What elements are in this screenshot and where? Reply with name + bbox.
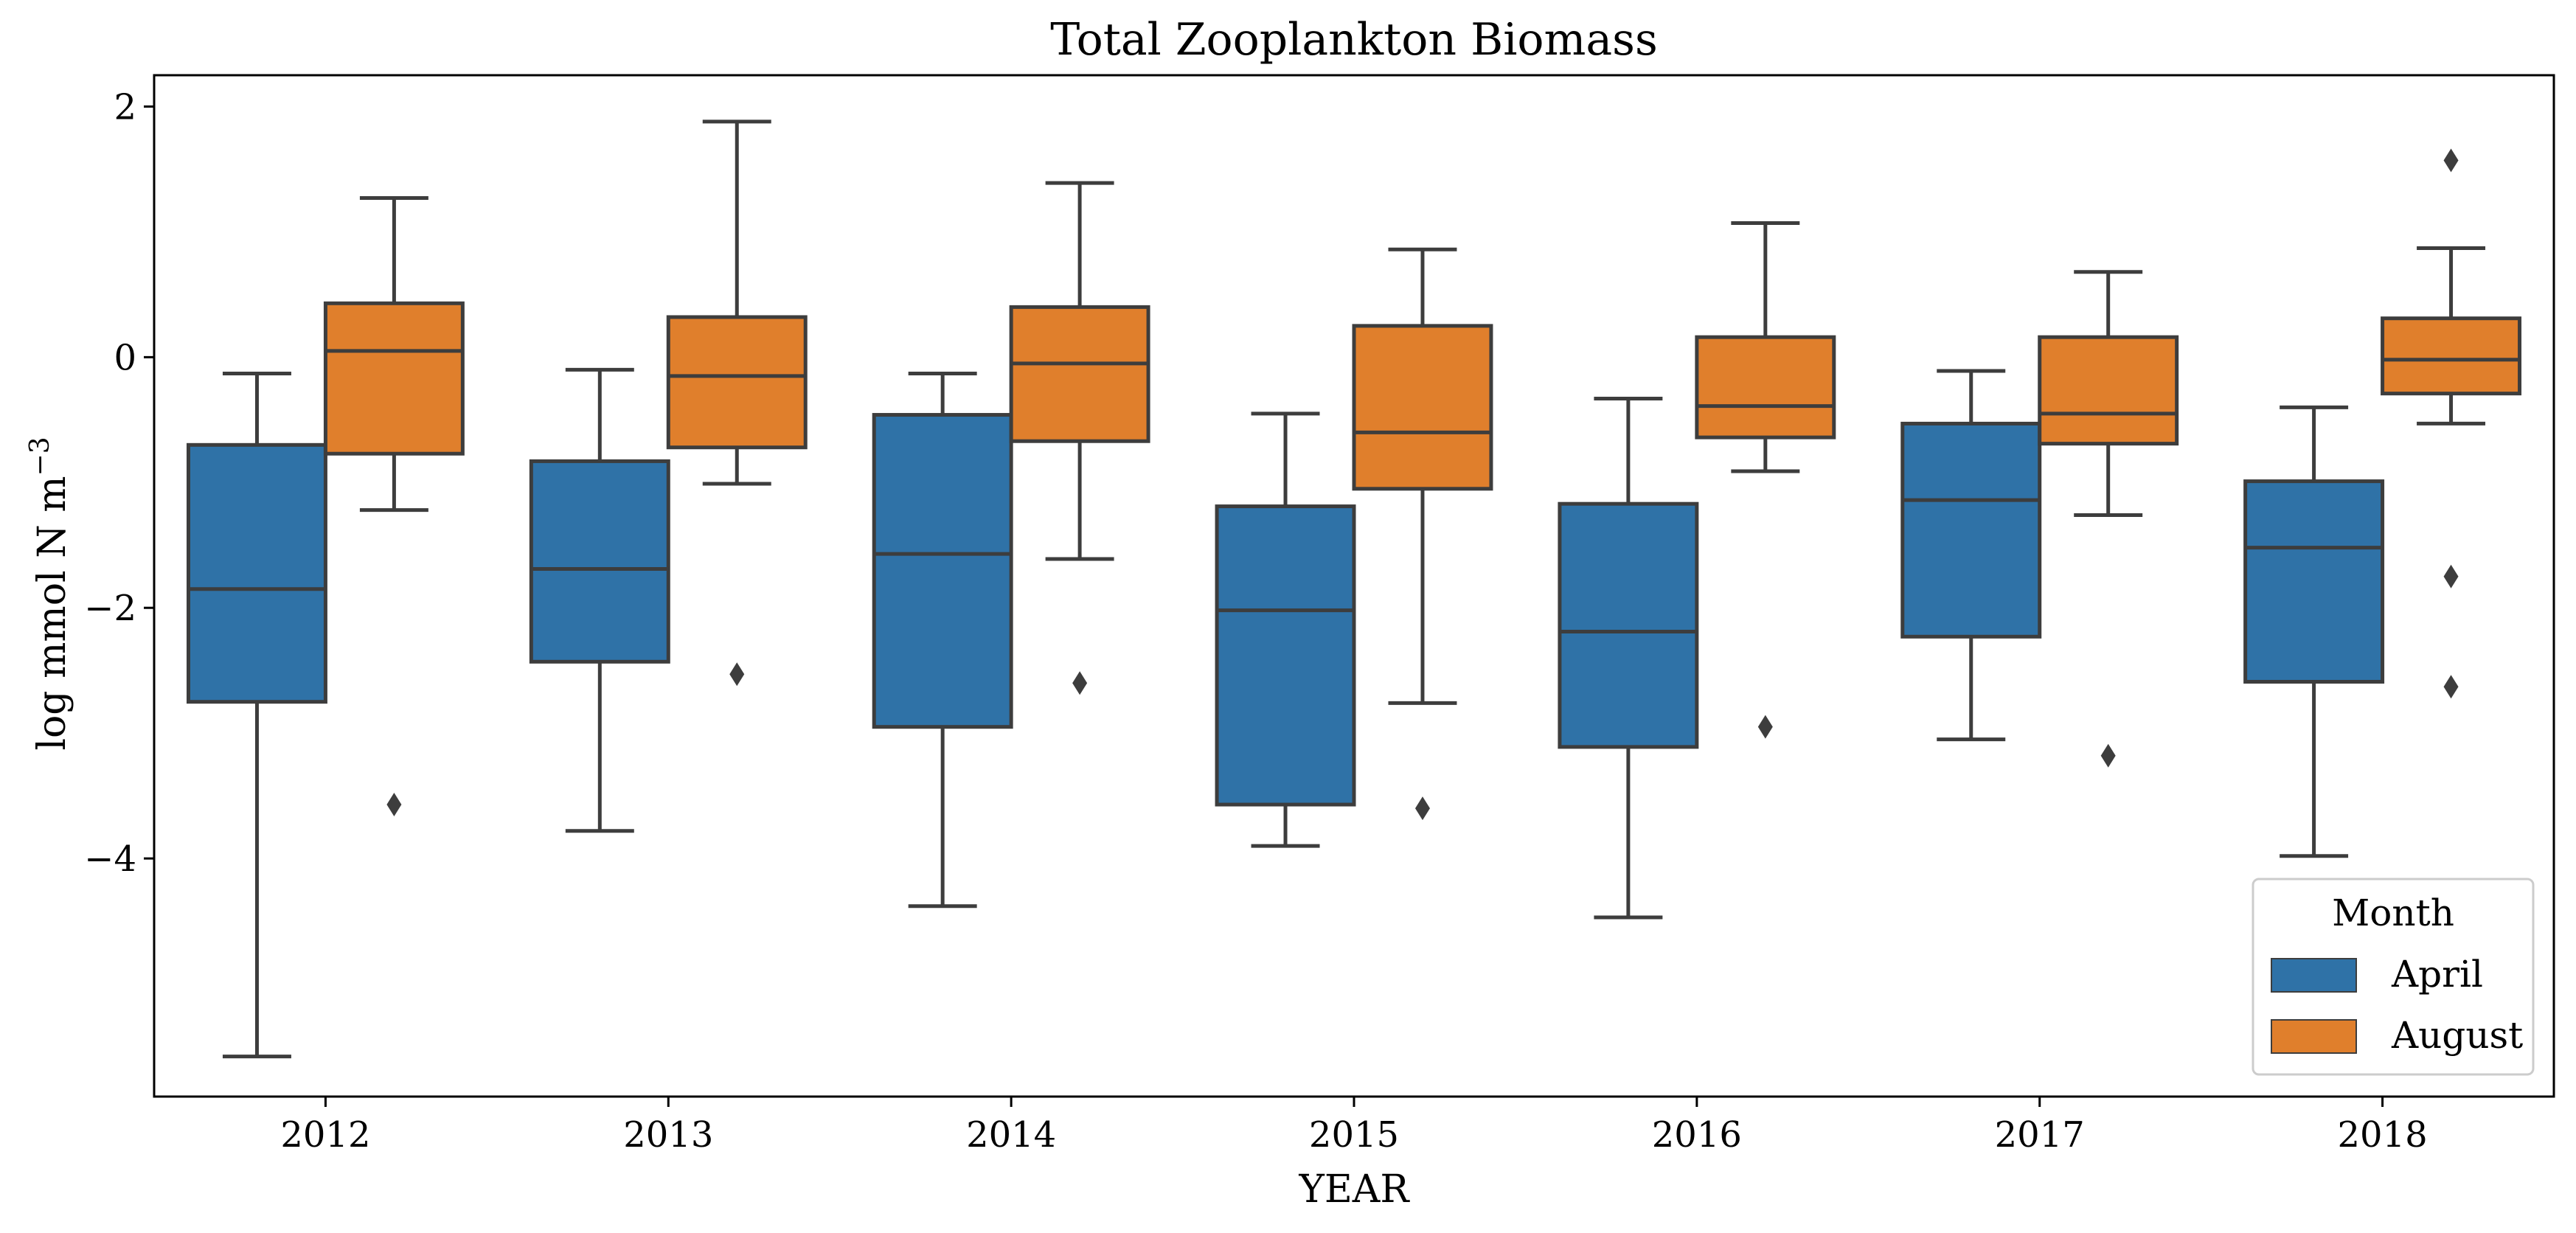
box-body xyxy=(872,413,1013,729)
legend-title: Month xyxy=(2332,892,2454,934)
box-body xyxy=(1009,305,1150,443)
box-body xyxy=(1695,335,1836,440)
x-tick-label: 2017 xyxy=(1995,1114,2085,1156)
outlier-marker xyxy=(729,662,745,687)
box-april-2018 xyxy=(2243,405,2385,858)
x-tick-label: 2012 xyxy=(280,1114,370,1156)
legend-swatch-august xyxy=(2271,1019,2357,1054)
plot-area xyxy=(186,119,2522,1059)
series-april xyxy=(186,367,2385,1059)
box-august-2016 xyxy=(1695,221,1836,739)
box-april-2016 xyxy=(1558,396,1699,920)
box-august-2012 xyxy=(323,196,465,817)
box-body xyxy=(1215,504,1356,807)
x-tick-label: 2014 xyxy=(966,1114,1056,1156)
y-tick-label: −2 xyxy=(84,588,136,629)
box-body xyxy=(1900,421,2042,639)
y-tick-label: 0 xyxy=(114,337,136,378)
x-tick-label: 2018 xyxy=(2337,1114,2427,1156)
y-axis-label-superscript: −3 xyxy=(25,437,55,476)
y-axis-label-main: log mmol N m xyxy=(30,476,74,750)
box-august-2018 xyxy=(2381,148,2522,699)
y-axis-label: log mmol N m−3 xyxy=(25,437,74,750)
box-april-2012 xyxy=(186,371,327,1059)
outlier-marker xyxy=(2443,148,2459,173)
box-body xyxy=(2038,335,2179,446)
box-april-2013 xyxy=(529,367,670,833)
box-body xyxy=(2243,479,2385,684)
outlier-marker xyxy=(1072,671,1088,695)
box-body xyxy=(529,459,670,664)
box-april-2017 xyxy=(1900,369,2042,742)
box-body xyxy=(323,301,465,456)
box-august-2015 xyxy=(1352,247,1493,821)
y-axis: 2 0 −2 −4 xyxy=(84,86,154,880)
box-august-2017 xyxy=(2038,270,2179,768)
box-august-2014 xyxy=(1009,181,1150,695)
x-axis: 2012 2013 2014 2015 2016 2017 2018 xyxy=(280,1097,2428,1156)
legend-swatch-april xyxy=(2271,958,2357,993)
box-april-2015 xyxy=(1215,411,1356,848)
y-tick-label: 2 xyxy=(114,86,136,128)
box-body xyxy=(1558,501,1699,749)
outlier-marker xyxy=(386,793,402,817)
legend-label-april: April xyxy=(2391,953,2483,996)
box-april-2014 xyxy=(872,371,1013,909)
x-tick-label: 2016 xyxy=(1652,1114,1742,1156)
box-body xyxy=(186,442,327,704)
x-tick-label: 2013 xyxy=(623,1114,713,1156)
chart-title: Total Zooplankton Biomass xyxy=(1050,14,1658,66)
box-body xyxy=(1352,324,1493,491)
x-axis-label: YEAR xyxy=(1299,1167,1411,1212)
outlier-marker xyxy=(1414,796,1430,821)
legend-label-august: August xyxy=(2391,1014,2523,1057)
box-body xyxy=(2381,316,2522,396)
x-tick-label: 2015 xyxy=(1309,1114,1399,1156)
outlier-marker xyxy=(1757,715,1773,739)
box-body xyxy=(666,315,808,450)
outlier-marker xyxy=(2443,675,2459,699)
legend: Month April August xyxy=(2252,878,2535,1076)
series-august xyxy=(323,119,2522,821)
y-tick-label: −4 xyxy=(84,838,136,880)
outlier-marker xyxy=(2443,564,2459,588)
outlier-marker xyxy=(2100,743,2116,768)
box-august-2013 xyxy=(666,119,808,687)
